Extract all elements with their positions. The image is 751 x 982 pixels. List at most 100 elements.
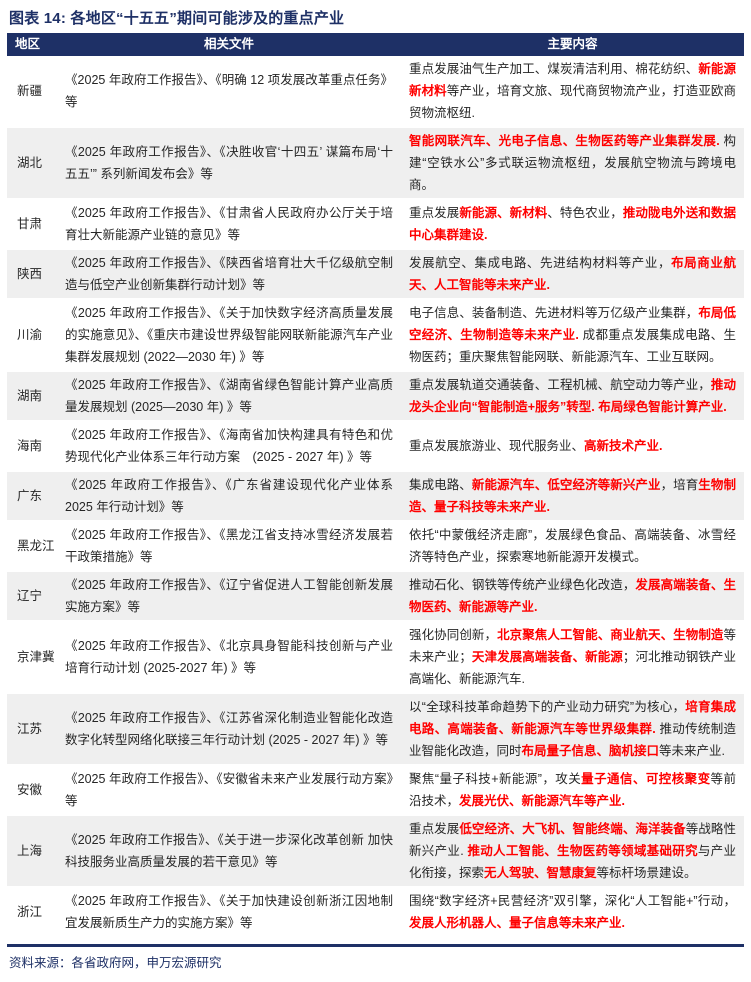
- main-content-cell: 电子信息、装备制造、先进材料等万亿级产业集群，布局低空经济、生物制造等未来产业.…: [401, 299, 744, 372]
- region-cell: 新疆: [7, 56, 57, 128]
- table-row: 甘肃 《2025 年政府工作报告》、《甘肃省人民政府办公厅关于培育壮大新能源产业链…: [7, 199, 744, 250]
- main-content-cell: 聚焦“量子科技+新能源”，攻关量子通信、可控核聚变等前沿技术，发展光伏、新能源汽…: [401, 765, 744, 816]
- column-header-documents: 相关文件: [57, 33, 401, 56]
- content-segment: 推动传统制造业智能化改造，同时: [409, 722, 736, 758]
- table-row: 湖北 《2025 年政府工作报告》、《决胜收官‘十四五’ 谋篇布局‘十五五’” 系…: [7, 127, 744, 200]
- main-content-cell: 重点发展旅游业、现代服务业、高新技术产业.: [401, 421, 744, 472]
- region-cell: 上海: [7, 815, 57, 888]
- highlighted-segment: 生物制造、量子科技等未来产业.: [409, 478, 736, 514]
- main-content-cell: 重点发展轨道交通装备、工程机械、航空动力等产业，推动龙头企业向“智能制造+服务”…: [401, 371, 744, 422]
- highlighted-segment: 新能源汽车、低空经济等新兴产业: [471, 478, 661, 492]
- content-segment: 推动石化、钢铁等传统产业绿色化改造，: [409, 578, 636, 592]
- region-cell: 甘肃: [7, 199, 57, 250]
- main-content-cell: 重点发展新能源、新材料、特色农业，推动陇电外送和数据中心集群建设.: [401, 199, 744, 250]
- content-segment: 强化协同创新，: [409, 628, 498, 642]
- table-row: 浙江 《2025 年政府工作报告》、《关于加快建设创新浙江因地制宜发展新质生产力的…: [7, 887, 744, 938]
- highlighted-segment: 量子通信、可控核聚变: [581, 772, 711, 786]
- content-segment: 成都重点发展集成电路、生物医药；重庆聚焦智能网联、新能源汽车、工业互联网。: [409, 328, 736, 364]
- highlighted-segment: 培育集成电路、高端装备、新能源汽车等世界级集群.: [409, 700, 736, 736]
- highlighted-segment: 智能网联汽车、光电子信息、生物医药等产业集群发展.: [409, 134, 724, 148]
- region-cell: 广东: [7, 471, 57, 522]
- industry-table: 地区 相关文件 主要内容 新疆 《2025 年政府工作报告》、《明确 12 项发展…: [7, 33, 744, 938]
- main-content-cell: 重点发展油气生产加工、煤炭清洁利用、棉花纺织、新能源新材料等产业，培育文旅、现代…: [401, 56, 744, 128]
- table-row: 江苏 《2025 年政府工作报告》、《江苏省深化制造业智能化改造数字化转型网络化联…: [7, 693, 744, 766]
- highlighted-segment: 发展高端装备、生物医药、新能源等产业.: [409, 578, 736, 614]
- content-segment: 等标杆场景建设。: [596, 866, 697, 880]
- documents-cell: 《2025 年政府工作报告》、《明确 12 项发展改革重点任务》等: [57, 56, 401, 128]
- region-cell: 安徽: [7, 765, 57, 816]
- region-cell: 京津冀: [7, 621, 57, 694]
- main-content-cell: 集成电路、新能源汽车、低空经济等新兴产业，培育生物制造、量子科技等未来产业.: [401, 471, 744, 522]
- table-row: 湖南 《2025 年政府工作报告》、《湖南省绿色智能计算产业高质量发展规划 (20…: [7, 371, 744, 422]
- column-header-region: 地区: [7, 33, 57, 56]
- main-content-cell: 重点发展低空经济、大飞机、智能终端、海洋装备等战略性新兴产业. 推动人工智能、生…: [401, 815, 744, 888]
- documents-cell: 《2025 年政府工作报告》、《江苏省深化制造业智能化改造数字化转型网络化联接三…: [57, 693, 401, 766]
- highlighted-segment: 新能源、新材料: [459, 206, 548, 220]
- content-segment: 与产业化衔接，探索: [409, 844, 736, 880]
- content-segment: 等产业，培育文旅、现代商贸物流产业，打造亚欧商贸物流枢纽.: [409, 84, 736, 120]
- highlighted-segment: 推动人工智能、生物医药等领域基础研究: [467, 844, 698, 858]
- documents-cell: 《2025 年政府工作报告》、《北京具身智能科技创新与产业培育行动计划 (202…: [57, 621, 401, 694]
- documents-cell: 《2025 年政府工作报告》、《广东省建设现代化产业体系 2025 年行动计划》…: [57, 471, 401, 522]
- main-content-cell: 围绕“数字经济+民营经济”双引擎，深化“人工智能+”行动， 发展人形机器人、量子信…: [401, 887, 744, 938]
- content-segment: 依托“中蒙俄经济走廊”，发展绿色食品、高端装备、冰雪经济等特色产业，探索寒地新能…: [409, 528, 736, 564]
- highlighted-segment: 发展人形机器人、量子信息等未来产业.: [409, 916, 625, 930]
- content-segment: 构建“空铁水公”多式联运物流枢纽，发展航空物流与跨境电商。: [409, 134, 736, 192]
- source-note: 资料来源：各省政府网，申万宏源研究: [9, 956, 222, 970]
- highlighted-segment: 北京聚焦人工智能、商业航天、生物制造: [497, 628, 724, 642]
- main-content-cell: 推动石化、钢铁等传统产业绿色化改造，发展高端装备、生物医药、新能源等产业.: [401, 571, 744, 622]
- highlighted-segment: 天津发展高端装备、新能源: [471, 650, 623, 664]
- documents-cell: 《2025 年政府工作报告》、《安徽省未来产业发展行动方案》等: [57, 765, 401, 816]
- region-cell: 辽宁: [7, 571, 57, 622]
- content-segment: ，培育: [660, 478, 699, 492]
- region-cell: 黑龙江: [7, 521, 57, 572]
- highlighted-segment: 布局商业航天、人工智能等未来产业.: [409, 256, 736, 292]
- table-row: 上海 《2025 年政府工作报告》、《关于进一步深化改革创新 加快科技服务业高质量…: [7, 815, 744, 888]
- figure-title: 图表 14: 各地区“十五五”期间可能涉及的重点产业: [9, 10, 345, 27]
- source-footer: 资料来源：各省政府网，申万宏源研究: [7, 944, 744, 982]
- highlighted-segment: 高新技术产业.: [584, 439, 663, 453]
- highlighted-segment: 低空经济、大飞机、智能终端、海洋装备: [459, 822, 686, 836]
- content-segment: 重点发展: [409, 206, 460, 220]
- content-segment: 重点发展: [409, 822, 460, 836]
- content-segment: 等战略性新兴产业.: [409, 822, 736, 858]
- content-segment: 以“全球科技革命趋势下的产业动力研究”为核心，: [409, 700, 686, 714]
- table-row: 陕西 《2025 年政府工作报告》、《陕西省培育壮大千亿级航空制造与低空产业创新集…: [7, 249, 744, 300]
- main-content-cell: 发展航空、集成电路、先进结构材料等产业，布局商业航天、人工智能等未来产业.: [401, 249, 744, 300]
- content-segment: 重点发展油气生产加工、煤炭清洁利用、棉花纺织、: [409, 62, 699, 76]
- documents-cell: 《2025 年政府工作报告》、《关于进一步深化改革创新 加快科技服务业高质量发展…: [57, 815, 401, 888]
- documents-cell: 《2025 年政府工作报告》、《辽宁省促进人工智能创新发展实施方案》等: [57, 571, 401, 622]
- highlighted-segment: 布局低空经济、生物制造等未来产业.: [409, 306, 736, 342]
- table-row: 辽宁 《2025 年政府工作报告》、《辽宁省促进人工智能创新发展实施方案》等 推动石…: [7, 571, 744, 622]
- content-segment: 聚焦“量子科技+新能源”，攻关: [409, 772, 582, 786]
- documents-cell: 《2025 年政府工作报告》、《陕西省培育壮大千亿级航空制造与低空产业创新集群行…: [57, 249, 401, 300]
- content-segment: ；河北推动钢铁产业高端化、新能源汽车.: [409, 650, 736, 686]
- content-segment: 发展航空、集成电路、先进结构材料等产业，: [409, 256, 672, 270]
- highlighted-segment: 推动龙头企业向“智能制造+服务”转型. 布局绿色智能计算产业.: [409, 378, 736, 414]
- table-header: 地区 相关文件 主要内容: [7, 33, 744, 56]
- region-cell: 湖北: [7, 127, 57, 200]
- table-body: 新疆 《2025 年政府工作报告》、《明确 12 项发展改革重点任务》等 重点发展油…: [7, 56, 744, 938]
- table-row: 广东 《2025 年政府工作报告》、《广东省建设现代化产业体系 2025 年行动计…: [7, 471, 744, 522]
- region-cell: 浙江: [7, 887, 57, 938]
- content-segment: 集成电路、: [409, 478, 472, 492]
- documents-cell: 《2025 年政府工作报告》、《关于加快数字经济高质量发展的实施意见》、《重庆市…: [57, 299, 401, 372]
- table-row: 黑龙江 《2025 年政府工作报告》、《黑龙江省支持冰雪经济发展若干政策措施》等依…: [7, 521, 744, 572]
- documents-cell: 《2025 年政府工作报告》、《关于加快建设创新浙江因地制宜发展新质生产力的实施…: [57, 887, 401, 938]
- content-segment: 、特色农业，: [547, 206, 623, 220]
- table-row: 海南 《2025 年政府工作报告》、《海南省加快构建具有特色和优势现代化产业体系三…: [7, 421, 744, 472]
- region-cell: 湖南: [7, 371, 57, 422]
- content-segment: 等未来产业；: [409, 628, 736, 664]
- main-content-cell: 强化协同创新，北京聚焦人工智能、商业航天、生物制造等未来产业；天津发展高端装备、…: [401, 621, 744, 694]
- documents-cell: 《2025 年政府工作报告》、《甘肃省人民政府办公厅关于培育壮大新能源产业链的意…: [57, 199, 401, 250]
- region-cell: 陕西: [7, 249, 57, 300]
- content-segment: 电子信息、装备制造、先进材料等万亿级产业集群，: [409, 306, 699, 320]
- table-row: 新疆 《2025 年政府工作报告》、《明确 12 项发展改革重点任务》等 重点发展油…: [7, 56, 744, 128]
- documents-cell: 《2025 年政府工作报告》、《决胜收官‘十四五’ 谋篇布局‘十五五’” 系列新…: [57, 127, 401, 200]
- highlighted-segment: 布局量子信息、脑机接口: [521, 744, 660, 758]
- content-segment: 围绕“数字经济+民营经济”双引擎，深化“人工智能+”行动，: [409, 894, 736, 908]
- column-header-main-content: 主要内容: [401, 33, 744, 56]
- main-content-cell: 以“全球科技革命趋势下的产业动力研究”为核心，培育集成电路、高端装备、新能源汽车…: [401, 693, 744, 766]
- table-row: 京津冀 《2025 年政府工作报告》、《北京具身智能科技创新与产业培育行动计划 (…: [7, 621, 744, 694]
